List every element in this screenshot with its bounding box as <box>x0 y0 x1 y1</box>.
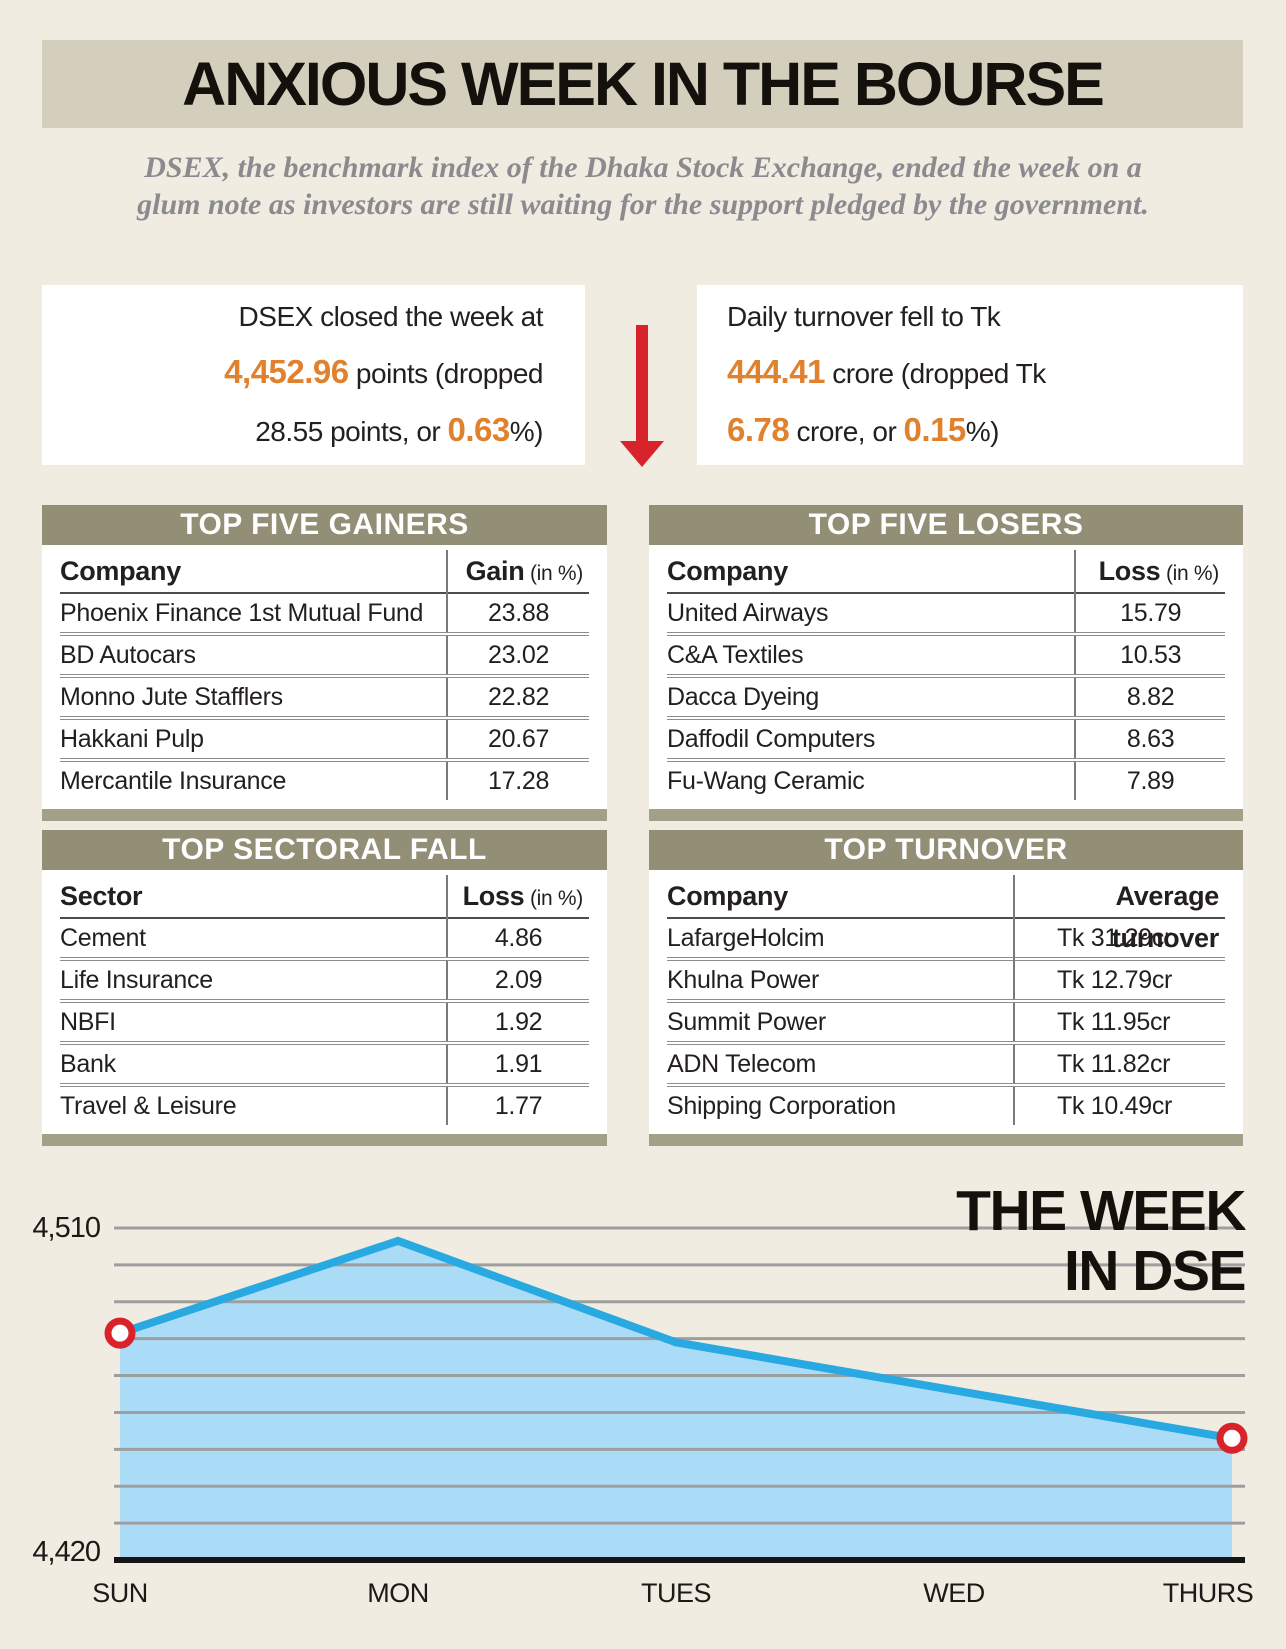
table-row: Fu-Wang Ceramic 7.89 <box>667 758 1225 800</box>
chart-title-line: THE WEEK <box>956 1179 1246 1243</box>
table-row: Daffodil Computers 8.63 <box>667 716 1225 758</box>
card-line: DSEX closed the week at <box>42 301 544 333</box>
column-header-company: Company <box>60 556 181 586</box>
table-row: Cement 4.86 <box>60 917 589 957</box>
card-line: 6.78 crore, or 0.15%) <box>727 411 1243 449</box>
x-axis-label: MON <box>367 1578 429 1608</box>
table-row: Monno Jute Stafflers 22.82 <box>60 674 589 716</box>
table-row: Phoenix Finance 1st Mutual Fund 23.88 <box>60 592 589 632</box>
turnover-drop-value: 6.78 <box>727 411 790 448</box>
table-row: Dacca Dyeing 8.82 <box>667 674 1225 716</box>
column-header-sector: Sector <box>60 881 143 911</box>
top-five-gainers-table: TOP FIVE GAINERS Company Gain (in %) Pho… <box>42 505 607 821</box>
column-header-loss: Loss (in %) <box>1074 550 1225 595</box>
arrow-shaft <box>636 325 648 441</box>
table-body: Company Gain (in %) Phoenix Finance 1st … <box>42 545 607 809</box>
table-body: Company Loss (in %) United Airways 15.79 … <box>649 545 1243 809</box>
dsex-line <box>118 1236 1233 1443</box>
table-title-band: TOP SECTORAL FALL <box>42 830 607 870</box>
x-axis-label: SUN <box>92 1578 148 1608</box>
card-line: Daily turnover fell to Tk <box>727 301 1243 333</box>
card-text: Daily turnover fell to Tk <box>727 301 1001 332</box>
table-row: Hakkani Pulp 20.67 <box>60 716 589 758</box>
endpoint-marker <box>104 1317 136 1349</box>
table-row: ADN Telecom Tk 11.82cr <box>667 1041 1225 1083</box>
card-text: 28.55 points, or <box>255 416 448 447</box>
table-title: TOP FIVE GAINERS <box>180 508 469 541</box>
dsex-close-card: DSEX closed the week at 4,452.96 points … <box>42 285 585 465</box>
dsex-drop-percent: 0.63 <box>447 411 511 448</box>
card-text: DSEX closed the week at <box>238 301 544 332</box>
turnover-value: 444.41 <box>727 353 825 390</box>
top-turnover-table: TOP TURNOVER Company Average turnover La… <box>649 830 1243 1146</box>
card-text: %) <box>509 416 544 447</box>
week-in-dse-chart: THE WEEK IN DSE 4,510 4,420 SUN MON TUES WE… <box>0 1160 1286 1649</box>
table-row: Summit Power Tk 11.95cr <box>667 999 1225 1041</box>
table-footer-strip <box>649 1134 1243 1146</box>
y-axis-tick-min: 4,420 <box>32 1536 101 1568</box>
table-title-band: TOP TURNOVER <box>649 830 1243 870</box>
turnover-drop-percent: 0.15 <box>903 411 967 448</box>
column-header-company: Company <box>667 881 788 911</box>
table-title: TOP FIVE LOSERS <box>808 508 1084 541</box>
table-title: TOP SECTORAL FALL <box>162 833 487 866</box>
turnover-card: Daily turnover fell to Tk 444.41 crore (… <box>697 285 1243 465</box>
table-row: BD Autocars 23.02 <box>60 632 589 674</box>
card-line: 28.55 points, or 0.63%) <box>42 411 543 449</box>
title-banner: ANXIOUS WEEK IN THE BOURSE <box>42 40 1243 128</box>
table-body: Sector Loss (in %) Cement 4.86 Life Insur… <box>42 870 607 1134</box>
area-chart-canvas <box>104 1226 1248 1563</box>
table-header-row: Company Loss (in %) <box>667 550 1225 595</box>
column-header-loss: Loss (in %) <box>446 875 589 920</box>
card-line: 4,452.96 points (dropped <box>42 353 543 391</box>
column-header-gain: Gain (in %) <box>446 550 589 595</box>
table-footer-strip <box>42 809 607 821</box>
table-body: Company Average turnover LafargeHolcim Tk… <box>649 870 1243 1134</box>
card-text: crore, or <box>789 416 904 447</box>
table-row: Shipping Corporation Tk 10.49cr <box>667 1083 1225 1125</box>
table-footer-strip <box>42 1134 607 1146</box>
table-header-row: Company Average turnover <box>667 875 1225 962</box>
table-row: LafargeHolcim Tk 31.29cr <box>667 917 1225 957</box>
card-line: 444.41 crore (dropped Tk <box>727 353 1243 391</box>
table-row: NBFI 1.92 <box>60 999 589 1041</box>
table-title: TOP TURNOVER <box>824 833 1068 866</box>
card-text: %) <box>965 416 1000 447</box>
dsex-close-value: 4,452.96 <box>224 353 349 390</box>
top-sectoral-fall-table: TOP SECTORAL FALL Sector Loss (in %) Cem… <box>42 830 607 1146</box>
card-text: crore (dropped Tk <box>824 358 1046 389</box>
subtitle: DSEX, the benchmark index of the Dhaka S… <box>137 151 1149 221</box>
x-axis-label: TUES <box>640 1578 712 1608</box>
table-footer-strip <box>649 809 1243 821</box>
column-header-average-turnover: Average turnover <box>1012 875 1225 962</box>
table-row: C&A Textiles 10.53 <box>667 632 1225 674</box>
column-header-company: Company <box>667 556 788 586</box>
top-five-losers-table: TOP FIVE LOSERS Company Loss (in %) Unit… <box>649 505 1243 821</box>
endpoint-marker <box>1216 1422 1248 1454</box>
chart-title-line: IN DSE <box>1063 1238 1247 1303</box>
table-row: United Airways 15.79 <box>667 592 1225 632</box>
x-axis-label: THURS <box>1162 1578 1254 1608</box>
table-title-band: TOP FIVE LOSERS <box>649 505 1243 545</box>
y-axis-tick-max: 4,510 <box>32 1212 101 1244</box>
table-header-row: Company Gain (in %) <box>60 550 589 595</box>
table-row: Life Insurance 2.09 <box>60 957 589 999</box>
card-text: points (dropped <box>348 358 544 389</box>
area-fill <box>120 1240 1232 1560</box>
page-title: ANXIOUS WEEK IN THE BOURSE <box>182 50 1105 118</box>
table-row: Bank 1.91 <box>60 1041 589 1083</box>
table-title-band: TOP FIVE GAINERS <box>42 505 607 545</box>
x-axis-label: WED <box>923 1578 985 1608</box>
table-row: Mercantile Insurance 17.28 <box>60 758 589 800</box>
arrow-head <box>620 441 664 467</box>
table-header-row: Sector Loss (in %) <box>60 875 589 920</box>
table-row: Travel & Leisure 1.77 <box>60 1083 589 1125</box>
chart-title: THE WEEK IN DSE <box>956 1179 1247 1303</box>
table-row: Khulna Power Tk 12.79cr <box>667 957 1225 999</box>
